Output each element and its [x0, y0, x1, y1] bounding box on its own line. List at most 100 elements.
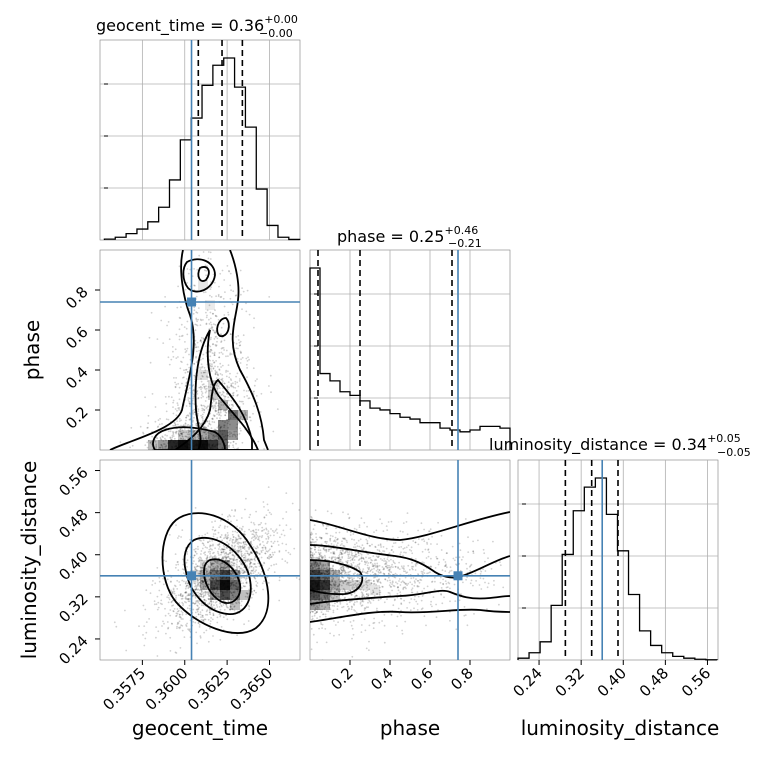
sample-point — [267, 538, 270, 540]
sample-point — [245, 592, 248, 594]
x-tick-label: 0.3575 — [99, 664, 149, 714]
sample-point — [205, 586, 207, 588]
sample-point — [371, 568, 373, 571]
sample-point — [229, 557, 232, 560]
sample-point — [219, 362, 222, 365]
sample-point — [479, 573, 482, 575]
sample-point — [254, 380, 257, 382]
sample-point — [430, 557, 432, 560]
sample-point — [332, 571, 335, 574]
sample-point — [440, 549, 443, 551]
sample-point — [204, 437, 207, 439]
sample-point — [217, 544, 220, 546]
sample-point — [222, 380, 224, 383]
sample-point — [231, 608, 234, 611]
sample-point — [214, 373, 217, 376]
sample-point — [320, 557, 323, 559]
sample-point — [326, 525, 328, 527]
sample-point — [225, 557, 227, 560]
title-luminosity-distance-sub: −0.05 — [717, 446, 751, 459]
sample-point — [201, 365, 204, 368]
sample-point — [219, 411, 222, 414]
sample-point — [178, 265, 181, 268]
sample-point — [377, 556, 379, 558]
sample-point — [343, 569, 345, 571]
sample-point — [276, 408, 279, 410]
sample-point — [403, 565, 405, 567]
sample-point — [263, 528, 266, 531]
sample-point — [234, 434, 237, 437]
sample-point — [226, 565, 229, 568]
sample-point — [212, 273, 215, 276]
sample-point — [314, 546, 316, 548]
sample-point — [197, 572, 200, 575]
sample-point — [338, 560, 341, 562]
sample-point — [269, 553, 271, 556]
sample-point — [183, 428, 186, 430]
sample-point — [234, 435, 237, 438]
sample-point — [193, 560, 195, 562]
sample-point — [216, 592, 219, 595]
sample-point — [166, 324, 169, 327]
sample-point — [231, 541, 234, 543]
sample-point — [469, 564, 472, 567]
sample-point — [243, 577, 246, 579]
sample-point — [498, 603, 500, 606]
sample-point — [314, 541, 317, 543]
sample-point — [346, 549, 349, 552]
sample-point — [181, 435, 184, 437]
sample-point — [157, 425, 160, 428]
sample-point — [232, 572, 235, 575]
sample-point — [401, 567, 404, 569]
sample-point — [218, 548, 220, 550]
sample-point — [232, 394, 235, 397]
sample-point — [198, 581, 201, 584]
sample-point — [172, 350, 174, 353]
sample-point — [146, 446, 149, 449]
y-tick-label: 0.32 — [55, 590, 91, 626]
sample-point — [427, 538, 430, 541]
sample-point — [198, 589, 201, 592]
sample-point — [210, 604, 213, 606]
sample-point — [270, 391, 272, 394]
sample-point — [285, 511, 288, 513]
sample-point — [210, 323, 213, 326]
sample-point — [214, 409, 217, 412]
sample-point — [129, 446, 132, 449]
sample-point — [221, 353, 224, 355]
sample-point — [459, 549, 462, 552]
sample-point — [360, 560, 363, 562]
sample-point — [463, 606, 466, 608]
sample-point — [161, 603, 163, 606]
sample-point — [204, 371, 207, 374]
sample-point — [185, 414, 188, 417]
sample-point — [334, 540, 337, 543]
sample-point — [233, 558, 235, 561]
sample-point — [319, 562, 322, 564]
sample-point — [221, 364, 224, 367]
sample-point — [198, 572, 201, 575]
sample-point — [201, 579, 204, 582]
sample-point — [373, 617, 375, 620]
sample-point — [385, 565, 387, 568]
sample-point — [426, 543, 429, 545]
sample-point — [256, 552, 259, 555]
sample-point — [332, 598, 334, 600]
sample-point — [200, 341, 203, 343]
sample-point — [183, 376, 185, 379]
sample-point — [244, 561, 247, 564]
sample-point — [202, 564, 205, 567]
sample-point — [198, 539, 201, 542]
sample-point — [252, 412, 254, 415]
sample-point — [212, 612, 215, 615]
sample-point — [373, 559, 376, 562]
sample-point — [348, 571, 351, 573]
sample-point — [225, 546, 228, 549]
sample-point — [164, 434, 167, 436]
sample-point — [163, 559, 165, 562]
sample-point — [235, 538, 238, 541]
sample-point — [226, 402, 228, 404]
sample-point — [187, 598, 190, 600]
sample-point — [204, 594, 207, 597]
sample-point — [233, 606, 236, 608]
